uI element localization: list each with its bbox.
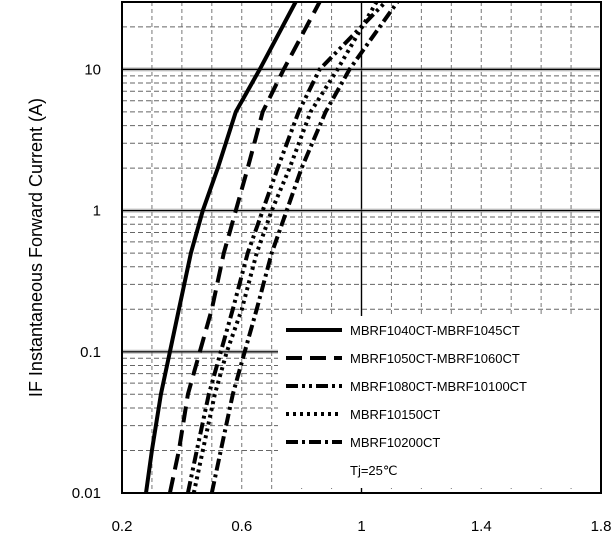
x-tick-label: 0.2 — [112, 518, 133, 535]
series-line-5 — [209, 0, 400, 494]
legend-label-3: MBRF1080CT-MBRF10100CT — [350, 379, 527, 394]
legend: MBRF1040CT-MBRF1045CT MBRF1050CT-MBRF1060… — [278, 316, 600, 488]
legend-background — [278, 316, 600, 488]
x-tick-label: 1.8 — [591, 518, 612, 535]
temperature-annotation: Tj=25℃ — [350, 463, 397, 478]
tick-layer: 0.2 0.6 1 1.4 1.8 0.01 0.1 1 10 — [72, 61, 612, 535]
y-tick-label: 0.01 — [72, 485, 101, 502]
series-line-3 — [185, 0, 387, 494]
legend-label-5: MBRF10200CT — [350, 435, 440, 450]
series-line-2 — [167, 1, 322, 494]
y-axis-label: IF Instantaneous Forward Current (A) — [26, 98, 46, 397]
legend-label-4: MBRF10150CT — [350, 407, 440, 422]
x-tick-label: 1 — [357, 518, 365, 535]
legend-label-1: MBRF1040CT-MBRF1045CT — [350, 323, 520, 338]
series-layer — [144, 0, 400, 494]
y-tick-label: 10 — [84, 61, 101, 78]
series-line-1 — [144, 1, 298, 494]
legend-label-2: MBRF1050CT-MBRF1060CT — [350, 351, 520, 366]
x-tick-label: 0.6 — [231, 518, 252, 535]
y-tick-label: 1 — [93, 203, 101, 220]
axis-layer — [121, 1, 602, 494]
plot-frame — [121, 1, 602, 494]
legend-items: MBRF1040CT-MBRF1045CT MBRF1050CT-MBRF1060… — [286, 323, 527, 450]
y-tick-label: 0.1 — [80, 344, 101, 361]
x-tick-label: 1.4 — [471, 518, 492, 535]
